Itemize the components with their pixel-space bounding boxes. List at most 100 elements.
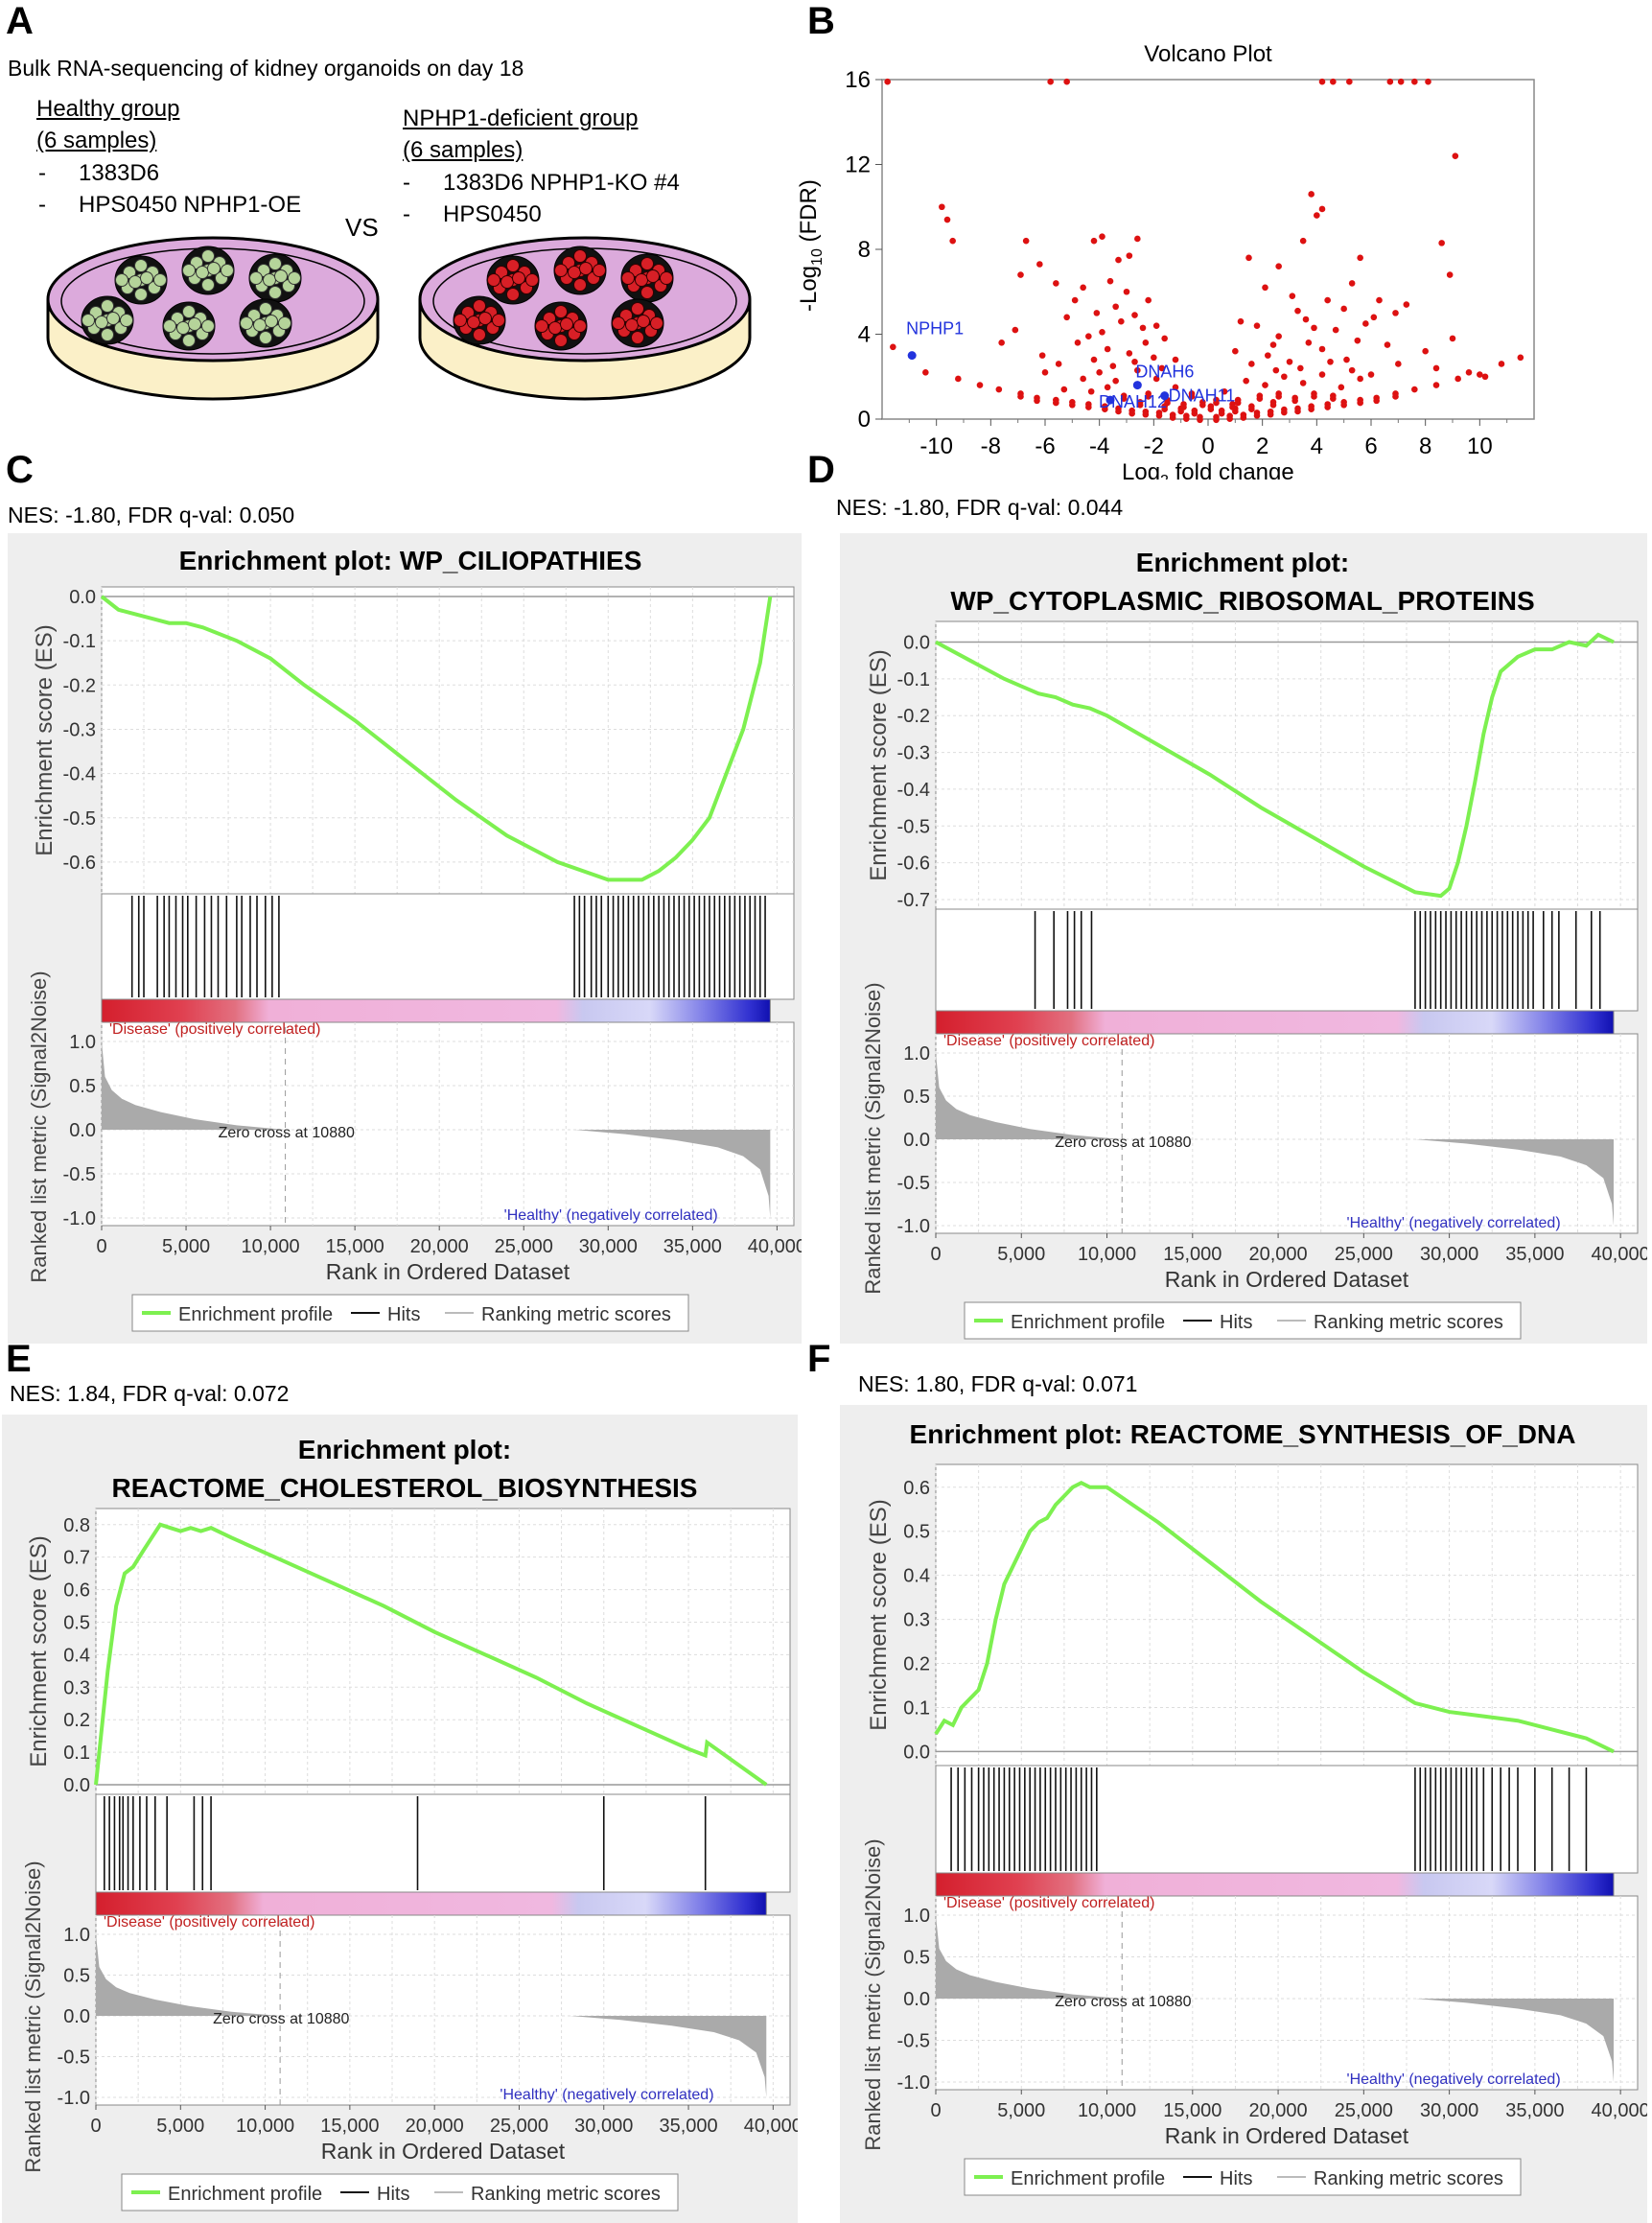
healthy-organoid-cell bbox=[182, 334, 196, 347]
volcano-point bbox=[1134, 235, 1141, 243]
volcano-y-tick-label: 16 bbox=[845, 67, 871, 93]
volcano-point bbox=[1080, 284, 1086, 292]
gsea-f-legend-rank: Ranking metric scores bbox=[1314, 2168, 1503, 2189]
volcano-point bbox=[884, 78, 891, 85]
volcano-point bbox=[1012, 326, 1019, 334]
volcano-point bbox=[1308, 406, 1315, 413]
volcano-point bbox=[1454, 375, 1461, 383]
healthy-item-1: 1383D6 bbox=[79, 160, 160, 186]
healthy-organoid-cell bbox=[188, 317, 201, 331]
healthy-organoid-cell bbox=[101, 328, 114, 341]
volcano-point bbox=[1311, 393, 1317, 400]
gsea-e-rank-tick-label: 0.5 bbox=[63, 1966, 90, 1987]
healthy-organoid-cell bbox=[278, 316, 291, 330]
gsea-e-x-tick-label: 20,000 bbox=[406, 2116, 464, 2137]
volcano-point bbox=[1318, 205, 1326, 213]
volcano-point bbox=[1172, 384, 1179, 391]
gsea-d-x-tick-label: 40,000 bbox=[1592, 1244, 1647, 1265]
volcano-point bbox=[939, 203, 945, 211]
volcano-x-tick-label: -8 bbox=[981, 433, 1001, 459]
volcano-point bbox=[1131, 312, 1138, 318]
gsea-f-es-tick-label: 0.4 bbox=[903, 1566, 930, 1587]
volcano-point bbox=[1269, 402, 1277, 409]
deficient-organoid-cell bbox=[612, 316, 625, 330]
volcano-point bbox=[1155, 412, 1163, 419]
healthy-organoid-cell bbox=[240, 316, 253, 330]
healthy-item-2: HPS0450 NPHP1-OE bbox=[79, 192, 302, 218]
gsea-c-x-tick-label: 40,000 bbox=[748, 1236, 802, 1257]
volcano-point bbox=[943, 216, 951, 223]
volcano-point bbox=[1395, 361, 1402, 367]
deficient-organoid-cell bbox=[650, 316, 663, 330]
volcano-point bbox=[1090, 356, 1098, 363]
volcano-point bbox=[1096, 369, 1103, 376]
volcano-point bbox=[1327, 358, 1334, 365]
gsea-d-x-tick-label: 20,000 bbox=[1248, 1244, 1307, 1265]
volcano-point bbox=[976, 382, 984, 388]
volcano-point bbox=[1104, 345, 1111, 353]
volcano-point bbox=[1305, 339, 1313, 346]
gsea-d-es-axis-label: Enrichment score (ES) bbox=[866, 649, 892, 880]
volcano-point bbox=[1183, 415, 1190, 422]
gsea-c-es-area bbox=[101, 586, 795, 895]
gsea-e-title: REACTOME_CHOLESTEROL_BIOSYNTHESIS bbox=[112, 1473, 698, 1503]
gsea-c-x-axis-label: Rank in Ordered Dataset bbox=[326, 1259, 570, 1284]
healthy-organoid-cell bbox=[101, 299, 114, 313]
volcano-point bbox=[1449, 335, 1456, 342]
gsea-e-rank-negative bbox=[570, 2016, 767, 2097]
volcano-point bbox=[1324, 404, 1331, 410]
gsea-c-x-tick-label: 10,000 bbox=[242, 1236, 300, 1257]
volcano-point bbox=[1134, 366, 1141, 374]
volcano-point bbox=[1291, 397, 1298, 405]
volcano-point bbox=[1299, 237, 1307, 245]
volcano-point bbox=[1386, 78, 1394, 85]
volcano-point bbox=[1275, 263, 1282, 269]
volcano-point bbox=[1126, 350, 1133, 357]
deficient-organoid-cell bbox=[573, 319, 587, 333]
gsea-c-es-tick-label: -0.6 bbox=[63, 853, 96, 874]
gsea-f-es-tick-label: 0.6 bbox=[903, 1478, 930, 1499]
volcano-point bbox=[1289, 292, 1296, 299]
gsea-e-x-tick-label: 0 bbox=[90, 2116, 101, 2137]
volcano-point bbox=[1131, 358, 1138, 365]
volcano-point bbox=[1346, 78, 1353, 85]
volcano-point bbox=[1161, 335, 1168, 342]
volcano-point bbox=[1120, 395, 1128, 402]
volcano-point bbox=[1123, 288, 1130, 295]
volcano-point bbox=[1161, 406, 1168, 413]
gsea-f-es-tick-label: 0.5 bbox=[903, 1522, 930, 1543]
deficient-organoid-cell bbox=[535, 319, 548, 333]
volcano-point bbox=[1272, 366, 1280, 374]
gsea-e-es-tick-label: 0.1 bbox=[63, 1743, 90, 1764]
volcano-y-tick-label: 4 bbox=[858, 322, 871, 348]
healthy-organoid-cell bbox=[153, 273, 167, 287]
volcano-point bbox=[1357, 254, 1363, 262]
gsea-f-hits-area bbox=[935, 1765, 1639, 1874]
gsea-d-rank-positive bbox=[936, 1053, 1123, 1139]
volcano-point bbox=[1060, 386, 1068, 393]
gsea-d-es-tick-label: -0.6 bbox=[897, 854, 930, 875]
gsea-c-es-tick-label: -0.5 bbox=[63, 808, 96, 830]
volcano-highlight-label: DNAH6 bbox=[1135, 363, 1194, 382]
gsea-e-x-tick-label: 5,000 bbox=[156, 2116, 204, 2137]
deficient-organoid-cell bbox=[554, 264, 568, 277]
volcano-point bbox=[1302, 316, 1310, 323]
healthy-organoid bbox=[162, 301, 216, 351]
volcano-point bbox=[1237, 317, 1245, 325]
gsea-c-disease-label: 'Disease' (positively correlated) bbox=[109, 1021, 320, 1038]
healthy-organoid bbox=[248, 253, 302, 303]
volcano-point bbox=[1243, 377, 1249, 385]
volcano-point bbox=[1169, 414, 1176, 421]
volcano-point bbox=[1446, 271, 1454, 278]
volcano-point bbox=[1106, 277, 1114, 285]
volcano-point bbox=[1517, 354, 1524, 362]
volcano-point bbox=[995, 386, 1003, 393]
gsea-d-rank-tick-label: 0.0 bbox=[903, 1130, 930, 1151]
volcano-point bbox=[1357, 375, 1363, 383]
healthy-organoid-cell bbox=[182, 264, 196, 277]
deficient-organoid-cell bbox=[506, 259, 520, 272]
gsea-e-correlation-bar bbox=[95, 1891, 767, 1916]
healthy-organoid bbox=[81, 295, 134, 345]
panel-a-intro: Bulk RNA-sequencing of kidney organoids … bbox=[8, 56, 524, 81]
volcano-point bbox=[1152, 322, 1160, 329]
